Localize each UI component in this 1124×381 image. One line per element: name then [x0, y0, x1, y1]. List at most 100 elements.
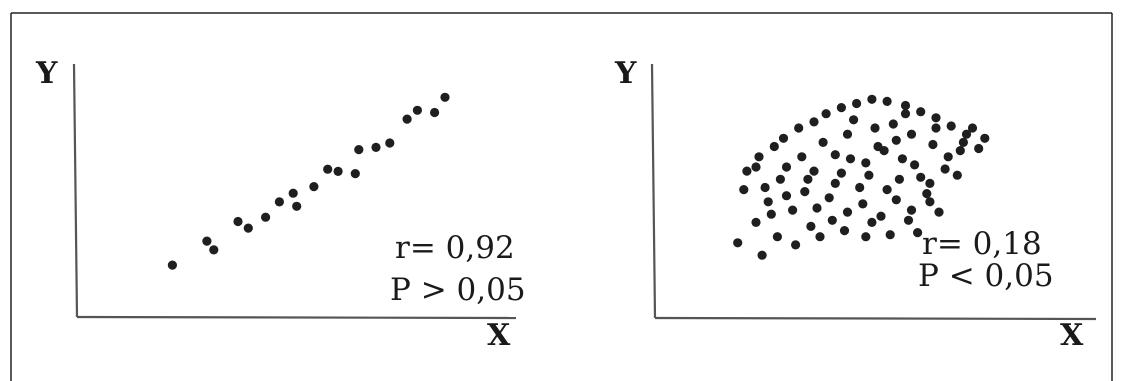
data-point [354, 145, 364, 155]
data-point [815, 232, 825, 242]
data-point [769, 141, 779, 152]
data-point [821, 109, 831, 119]
axes-right [650, 63, 1097, 321]
data-point [897, 154, 908, 164]
data-point [943, 152, 953, 162]
data-point [233, 216, 243, 227]
data-point [775, 174, 786, 184]
data-point [809, 117, 819, 127]
data-point [751, 217, 761, 227]
data-point [946, 121, 956, 131]
data-point [882, 185, 892, 195]
data-point [350, 169, 360, 179]
data-point [800, 187, 810, 197]
points-left [167, 92, 450, 270]
data-point [809, 166, 819, 176]
data-point [766, 209, 776, 219]
p-value-annotation: P < 0,05 [918, 258, 1054, 294]
data-point [974, 143, 984, 154]
data-point [202, 236, 212, 246]
x-axis-label: X [1060, 318, 1084, 353]
data-point [885, 230, 895, 240]
data-point [781, 162, 792, 172]
data-point [867, 94, 877, 104]
data-point [955, 146, 965, 156]
scatter-panel-right: Y X r= 0,18 P < 0,05 [614, 56, 1097, 353]
scatter-panel-left: Y X r= 0,92 P > 0,05 [35, 56, 526, 353]
data-point [931, 123, 941, 133]
data-point [812, 203, 822, 213]
data-point [772, 232, 783, 242]
data-point [167, 260, 177, 270]
data-point [794, 123, 804, 133]
data-point [371, 142, 381, 152]
data-point [891, 135, 901, 145]
data-point [751, 162, 761, 172]
data-point [830, 178, 840, 188]
data-point [861, 232, 871, 242]
data-point [873, 141, 883, 152]
data-point [906, 129, 917, 139]
x-axis-line [654, 316, 1097, 321]
data-point [891, 195, 901, 205]
data-point [836, 168, 847, 178]
data-point [818, 137, 828, 147]
data-point [980, 133, 990, 143]
data-point [852, 98, 862, 109]
data-point [778, 133, 789, 143]
data-point [243, 223, 253, 233]
data-point [836, 103, 847, 113]
data-point [806, 221, 816, 231]
data-point [209, 245, 219, 255]
data-point [842, 129, 853, 139]
data-point [757, 250, 767, 260]
data-point [876, 211, 886, 221]
data-point [934, 207, 944, 217]
correlation-annotation: r= 0,18 [922, 226, 1042, 262]
data-point [824, 193, 834, 203]
data-point [855, 182, 865, 193]
data-point [845, 154, 856, 164]
data-point [274, 197, 284, 207]
data-point [882, 96, 892, 106]
data-point [925, 178, 935, 188]
data-point [961, 129, 972, 139]
data-point [309, 182, 319, 192]
data-point [967, 123, 978, 133]
data-point [288, 188, 298, 198]
points-right [733, 94, 990, 260]
data-point [292, 201, 302, 211]
data-point [733, 238, 743, 248]
data-point [385, 138, 395, 148]
data-point [870, 123, 880, 133]
data-point [842, 207, 853, 217]
data-point [906, 205, 917, 215]
data-point [916, 107, 926, 117]
y-axis-line [650, 63, 657, 319]
data-point [931, 113, 941, 123]
y-axis-line [72, 63, 79, 318]
p-value-annotation: P > 0,05 [390, 272, 526, 308]
data-point [903, 215, 914, 225]
axes-left [72, 63, 517, 320]
data-point [797, 152, 807, 162]
data-point [922, 189, 932, 199]
data-point [864, 170, 874, 180]
data-point [839, 226, 850, 236]
data-point [910, 160, 920, 170]
data-point [913, 228, 923, 238]
data-point [928, 139, 938, 150]
data-point [900, 100, 911, 111]
data-point [867, 217, 877, 227]
data-point [333, 166, 343, 176]
data-point [791, 240, 801, 250]
y-axis-label: Y [35, 56, 58, 91]
data-point [940, 164, 950, 174]
data-point [763, 197, 773, 207]
data-point [858, 199, 868, 209]
data-point [402, 114, 412, 124]
data-point [323, 164, 333, 174]
data-point [830, 150, 840, 160]
correlation-annotation: r= 0,92 [395, 230, 515, 266]
